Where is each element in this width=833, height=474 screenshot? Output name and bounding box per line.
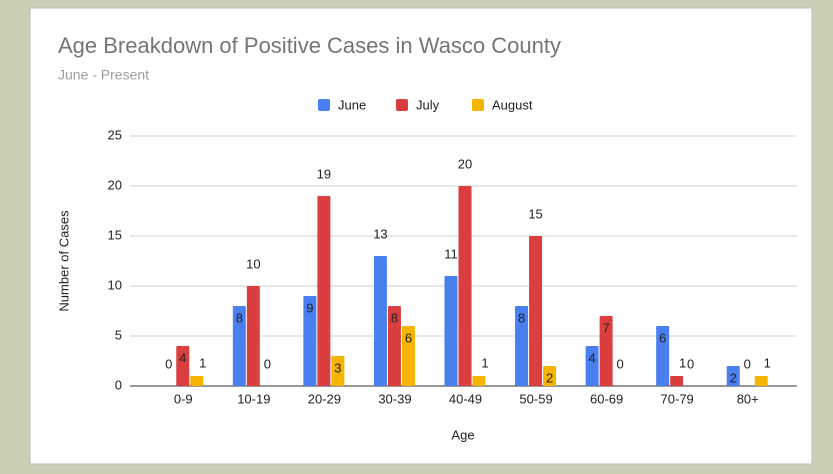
y-tick-label: 0 (115, 377, 122, 392)
bar (444, 276, 458, 386)
data-label: 15 (528, 206, 542, 221)
data-label: 4 (588, 350, 595, 365)
legend-label: July (416, 97, 440, 112)
legend-label: August (492, 97, 533, 112)
data-label: 8 (391, 310, 398, 325)
bar (754, 376, 768, 386)
bar (317, 196, 331, 386)
x-tick-label: 30-39 (378, 391, 411, 406)
x-tick-label: 10-19 (237, 391, 270, 406)
bar (373, 256, 387, 386)
bar (543, 366, 557, 386)
data-label: 19 (317, 166, 331, 181)
data-label: 13 (373, 226, 387, 241)
y-tick-label: 15 (108, 227, 122, 242)
bar (599, 316, 613, 386)
bar (726, 366, 740, 386)
data-label: 10 (246, 256, 260, 271)
data-label: 6 (405, 330, 412, 345)
bar (585, 346, 599, 386)
data-label: 0 (616, 356, 623, 371)
data-label: 1 (199, 355, 206, 370)
x-tick-label: 20-29 (308, 391, 341, 406)
data-label: 6 (659, 330, 666, 345)
legend-label: June (338, 97, 366, 112)
chart-title: Age Breakdown of Positive Cases in Wasco… (58, 33, 561, 58)
data-label: 7 (602, 320, 609, 335)
bar (656, 326, 670, 386)
bar (303, 296, 317, 386)
bar (472, 376, 486, 386)
x-axis-title: Age (451, 427, 474, 442)
bar (670, 376, 684, 386)
bar (515, 306, 529, 386)
data-label: 3 (334, 360, 341, 375)
legend-swatch (318, 99, 330, 111)
y-tick-label: 20 (108, 177, 122, 192)
y-axis-title: Number of Cases (56, 210, 71, 312)
bar (190, 376, 204, 386)
x-tick-label: 0-9 (174, 391, 193, 406)
chart-subtitle: June - Present (58, 67, 149, 83)
x-tick-label: 50-59 (519, 391, 552, 406)
legend-swatch (472, 99, 484, 111)
data-label: 1 (679, 355, 686, 370)
data-label: 2 (546, 370, 553, 385)
data-label: 0 (165, 356, 172, 371)
data-label: 1 (764, 355, 771, 370)
y-tick-label: 25 (108, 127, 122, 142)
data-label: 8 (518, 310, 525, 325)
y-tick-label: 5 (115, 327, 122, 342)
bar (401, 326, 415, 386)
y-tick-label: 10 (108, 277, 122, 292)
x-tick-label: 80+ (737, 391, 759, 406)
data-label: 0 (687, 356, 694, 371)
bar (529, 236, 543, 386)
data-label: 0 (264, 356, 271, 371)
data-label: 8 (236, 310, 243, 325)
legend-swatch (396, 99, 408, 111)
bar (458, 186, 472, 386)
data-label: 9 (306, 300, 313, 315)
data-label: 0 (744, 356, 751, 371)
bar (232, 306, 246, 386)
data-label: 4 (179, 350, 186, 365)
bar (331, 356, 345, 386)
x-tick-label: 60-69 (590, 391, 623, 406)
bar (387, 306, 401, 386)
x-tick-label: 70-79 (661, 391, 694, 406)
data-label: 1 (481, 355, 488, 370)
bar (246, 286, 260, 386)
data-label: 2 (730, 370, 737, 385)
x-tick-label: 40-49 (449, 391, 482, 406)
bar (176, 346, 190, 386)
data-label: 20 (458, 156, 472, 171)
data-label: 11 (444, 246, 458, 261)
